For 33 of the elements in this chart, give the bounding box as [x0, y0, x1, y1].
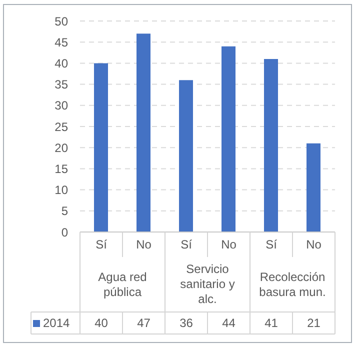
data-label: 36 — [178, 315, 194, 332]
bar — [94, 63, 108, 232]
data-label: 41 — [264, 315, 279, 332]
data-label: 47 — [136, 315, 152, 332]
y-tick-label: 10 — [54, 183, 68, 198]
text: Recolección basura mun. — [258, 270, 327, 300]
y-tick-label: 45 — [54, 35, 68, 50]
data-label: 21 — [306, 315, 322, 332]
x-tick-label: No — [136, 238, 152, 252]
y-tick-label: 50 — [54, 14, 68, 28]
y-tick-label: 5 — [61, 204, 68, 218]
bar — [222, 46, 236, 232]
x-tick-label: No — [221, 238, 237, 252]
legend-label: 2014 — [43, 316, 70, 330]
y-tick-label: 0 — [61, 225, 68, 240]
y-tick-label: 15 — [54, 162, 68, 176]
text: Agua red pública — [97, 270, 148, 300]
bar — [306, 143, 320, 232]
y-tick-label: 30 — [54, 98, 68, 113]
x-tick-label: Sí — [96, 238, 108, 252]
x-tick-label: Sí — [266, 238, 278, 252]
bar — [179, 80, 193, 232]
y-tick-label: 20 — [54, 140, 68, 155]
x-tick-label: No — [306, 238, 322, 252]
bar — [264, 58, 278, 232]
y-tick-label: 25 — [54, 120, 68, 134]
data-label: 40 — [94, 315, 109, 332]
x-tick-label: Sí — [180, 238, 193, 252]
text: Servicio sanitario y alc. — [179, 262, 236, 307]
y-tick-label: 35 — [54, 78, 68, 92]
data-label: 44 — [221, 315, 236, 332]
y-tick-label: 40 — [54, 56, 68, 70]
bar — [136, 34, 150, 232]
